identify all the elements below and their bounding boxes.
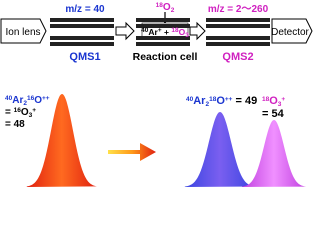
text: O [179, 27, 186, 37]
before-line3: = 48 [5, 119, 25, 130]
rod [50, 24, 114, 28]
peak [26, 94, 97, 187]
sub: 3 [278, 101, 282, 108]
sup: 18 [262, 96, 270, 103]
sub: 3 [29, 112, 33, 119]
sup: 18 [156, 2, 164, 9]
text: O [216, 95, 225, 107]
sup: ++ [42, 95, 50, 102]
after-peak2: 18O3+ [262, 95, 285, 108]
rod [136, 24, 190, 28]
sup: 16 [27, 95, 35, 102]
sup: 40 [5, 95, 13, 102]
sup: 18 [171, 27, 179, 34]
reaction-label: Reaction cell [133, 51, 198, 63]
text: = 49 [232, 95, 257, 107]
text: Ar [148, 27, 158, 37]
sup: 18 [209, 96, 217, 103]
hollow-arrow [115, 21, 135, 41]
sup: ++ [225, 96, 233, 103]
before-line1: 40Ar216O++ [5, 95, 50, 107]
hollow-arrow [189, 21, 206, 41]
qms1-mz: m/z = 40 [65, 4, 105, 15]
sup: + [281, 96, 285, 103]
diagram: Ion lens Detector m/z = 40 QMS1 18O2 40A… [0, 2, 313, 187]
qms2-label: QMS2 [222, 51, 253, 63]
rod [50, 36, 114, 40]
sup: 40 [186, 96, 194, 103]
detector: Detector [271, 27, 309, 38]
after-peak2-value: = 54 [262, 108, 285, 120]
text: = [5, 107, 14, 118]
rod [136, 42, 190, 46]
rod [206, 18, 270, 22]
apparatus [0, 12, 313, 187]
rod [206, 42, 270, 46]
text: O [34, 95, 42, 106]
rod [206, 24, 270, 28]
after-peak1: 40Ar218O++ = 49 [186, 95, 257, 108]
sup: 16 [14, 107, 22, 114]
rod [50, 42, 114, 46]
rod [136, 18, 190, 22]
sub: 2 [171, 7, 175, 14]
rod [136, 36, 190, 40]
text: O [21, 107, 29, 118]
rod [50, 18, 114, 22]
transition-arrow [108, 143, 156, 161]
qms1-label: QMS1 [69, 51, 100, 63]
sup: 40 [141, 27, 149, 34]
ion-lens-box [0, 18, 47, 44]
sub: 2 [205, 101, 209, 108]
sub: 2 [23, 100, 27, 107]
qms2-mz: m/z = 2～260 [208, 4, 269, 15]
before-line2: = 16O3+ [5, 107, 36, 119]
detector-box [271, 18, 313, 44]
sub: 3 [185, 32, 189, 39]
ion-lens: Ion lens [5, 27, 40, 38]
text: Ar [193, 95, 206, 107]
peak [242, 120, 306, 187]
sup: + [32, 107, 36, 114]
text: Ar [12, 95, 23, 106]
peak [184, 112, 255, 187]
gas-label: 18O2 [156, 2, 175, 14]
text: + [162, 27, 172, 37]
reaction-formula: 40Ar+ + 18O3 [141, 27, 189, 39]
sup: + [158, 27, 162, 34]
rod [206, 36, 270, 40]
text: O [163, 2, 171, 13]
text: O [269, 95, 278, 107]
